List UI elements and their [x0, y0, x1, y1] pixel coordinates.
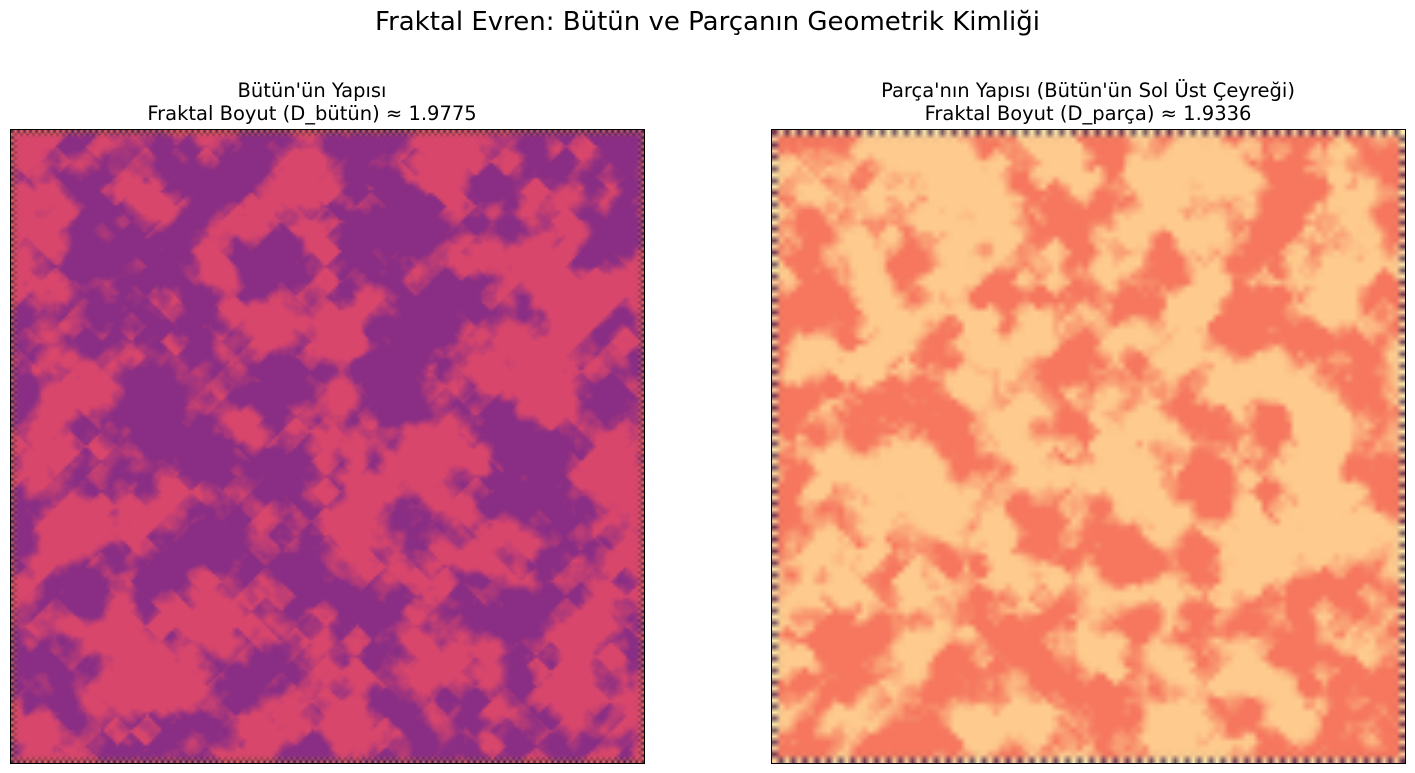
- heatmap-part-image: [772, 130, 1405, 763]
- heatmap-part: [771, 129, 1406, 764]
- heatmap-whole: [10, 129, 645, 764]
- panel-title-whole-line1: Bütün'ün Yapısı: [237, 79, 387, 102]
- panel-title-whole-line2: Fraktal Boyut (D_bütün) ≈ 1.9775: [147, 102, 477, 125]
- panel-title-whole: Bütün'ün Yapısı Fraktal Boyut (D_bütün) …: [0, 79, 662, 125]
- figure-suptitle: Fraktal Evren: Bütün ve Parçanın Geometr…: [375, 7, 1040, 37]
- panel-title-part-line1: Parça'nın Yapısı (Bütün'ün Sol Üst Çeyre…: [881, 79, 1295, 102]
- panel-title-part: Parça'nın Yapısı (Bütün'ün Sol Üst Çeyre…: [738, 79, 1415, 125]
- heatmap-whole-image: [11, 130, 644, 763]
- panel-title-part-line2: Fraktal Boyut (D_parça) ≈ 1.9336: [924, 102, 1252, 125]
